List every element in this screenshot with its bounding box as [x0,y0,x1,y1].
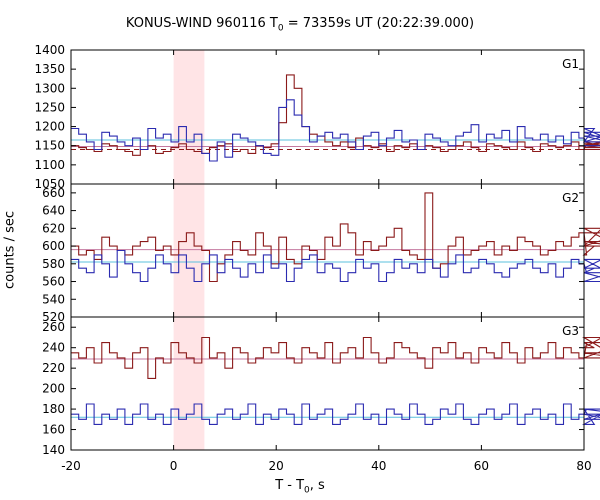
y-tick-label-G2: 560 [42,275,65,289]
chart-title-main: KONUS-WIND 960116 T [125,16,278,31]
series-line-G2-1 [71,249,600,283]
x-tick-label: 20 [269,459,284,473]
series-line-G3-0 [71,336,600,379]
highlight-band-G1 [173,50,205,184]
y-tick-label-G1: 1150 [34,139,65,153]
series-line-G3-1 [71,403,600,425]
panel-label-G2: G2 [562,191,579,205]
x-tick-label: 0 [170,459,178,473]
y-tick-label-G2: 640 [42,204,65,218]
y-tick-label-G3: 260 [42,320,65,334]
y-tick-label-G1: 1100 [34,158,65,172]
y-tick-label-G2: 600 [42,239,65,253]
y-tick-label-G2: 520 [42,310,65,324]
panel-frame-G2 [70,183,585,318]
y-tick-label-G3: 160 [42,423,65,437]
x-tick-label: -20 [61,459,81,473]
y-tick-label-G1: 1300 [34,81,65,95]
y-tick-label-G2: 540 [42,292,65,306]
y-tick-label-G1: 1350 [34,62,65,76]
highlight-band-G3 [173,317,205,450]
x-axis-label-rest: , s [309,478,325,493]
series-line-G1-0 [71,74,600,156]
series-line-G2-0 [71,192,600,283]
x-axis-label-main: T - T [275,478,305,493]
y-tick-label-G2: 620 [42,221,65,235]
chart-title-rest: = 73359s UT (20:22:39.000) [283,16,475,31]
x-tick-label: 40 [371,459,386,473]
x-tick-label: 60 [474,459,489,473]
y-tick-label-G3: 180 [42,402,65,416]
y-tick-label-G3: 140 [42,443,65,457]
x-tick-label: 80 [576,459,591,473]
x-axis-label-subscript: 0 [304,485,310,496]
y-tick-label-G2: 580 [42,257,65,271]
y-tick-label-G3: 220 [42,361,65,375]
chart-title: KONUS-WIND 960116 T0 = 73359s UT (20:22:… [0,16,600,34]
y-tick-label-G1: 1200 [34,120,65,134]
y-tick-label-G1: 1050 [34,177,65,191]
panel-frame-G3 [70,316,585,451]
chart-title-subscript: 0 [277,23,284,34]
panel-label-G1: G1 [562,57,579,71]
panel-label-G3: G3 [562,324,579,338]
series-line-G1-1 [71,99,600,162]
y-tick-label-G3: 240 [42,341,65,355]
y-tick-label-G2: 660 [42,186,65,200]
y-tick-label-G3: 200 [42,382,65,396]
y-tick-label-G1: 1250 [34,100,65,114]
y-tick-label-G1: 1400 [34,43,65,57]
x-axis-label: T - T0, s [0,478,600,496]
panel-frame-G1 [70,49,585,185]
